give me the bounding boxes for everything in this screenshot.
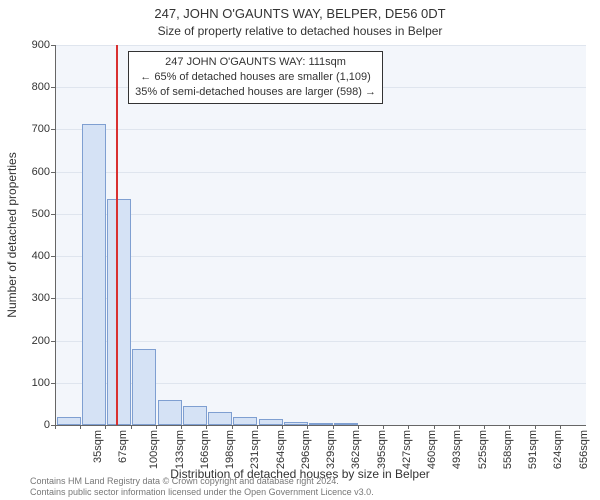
annotation-box: 247 JOHN O'GAUNTS WAY: 111sqm← 65% of de…	[128, 51, 383, 104]
y-tick-mark	[51, 129, 55, 130]
y-tick-label: 100	[10, 377, 50, 389]
chart-title: 247, JOHN O'GAUNTS WAY, BELPER, DE56 0DT	[0, 6, 600, 21]
y-tick-mark	[51, 256, 55, 257]
x-tick-mark	[131, 425, 132, 429]
x-tick-mark	[358, 425, 359, 429]
x-tick-mark	[484, 425, 485, 429]
gridline	[56, 129, 586, 130]
histogram-bar	[309, 423, 333, 425]
x-tick-label: 558sqm	[502, 430, 514, 469]
y-tick-label: 900	[10, 39, 50, 51]
x-tick-label: 198sqm	[224, 430, 236, 469]
y-tick-mark	[51, 341, 55, 342]
footer-line-1: Contains HM Land Registry data © Crown c…	[30, 476, 374, 486]
histogram-bar	[208, 412, 232, 425]
x-tick-mark	[156, 425, 157, 429]
histogram-bar	[107, 199, 131, 425]
y-tick-label: 300	[10, 292, 50, 304]
x-tick-label: 656sqm	[578, 430, 590, 469]
histogram-bar	[233, 417, 257, 425]
x-tick-label: 166sqm	[199, 430, 211, 469]
y-tick-mark	[51, 87, 55, 88]
x-tick-mark	[459, 425, 460, 429]
footer-line-2: Contains public sector information licen…	[30, 487, 374, 497]
x-tick-label: 624sqm	[552, 430, 564, 469]
chart-container: 247, JOHN O'GAUNTS WAY, BELPER, DE56 0DT…	[0, 0, 600, 500]
x-tick-label: 460sqm	[426, 430, 438, 469]
x-tick-mark	[307, 425, 308, 429]
histogram-bar	[284, 422, 308, 425]
histogram-bar	[259, 419, 283, 425]
x-tick-mark	[434, 425, 435, 429]
x-tick-label: 67sqm	[117, 430, 129, 463]
annotation-line: 247 JOHN O'GAUNTS WAY: 111sqm	[135, 55, 376, 70]
y-tick-label: 800	[10, 81, 50, 93]
x-tick-mark	[257, 425, 258, 429]
x-tick-label: 395sqm	[376, 430, 388, 469]
y-tick-mark	[51, 45, 55, 46]
chart-subtitle: Size of property relative to detached ho…	[0, 24, 600, 38]
x-tick-label: 493sqm	[451, 430, 463, 469]
histogram-bar	[57, 417, 81, 425]
gridline	[56, 298, 586, 299]
x-tick-mark	[408, 425, 409, 429]
histogram-bar	[183, 406, 207, 425]
x-tick-mark	[232, 425, 233, 429]
x-tick-mark	[55, 425, 56, 429]
footer-attribution: Contains HM Land Registry data © Crown c…	[30, 476, 374, 497]
x-tick-mark	[535, 425, 536, 429]
x-tick-label: 264sqm	[275, 430, 287, 469]
x-tick-mark	[560, 425, 561, 429]
x-tick-label: 525sqm	[477, 430, 489, 469]
x-tick-mark	[383, 425, 384, 429]
x-tick-label: 133sqm	[174, 430, 186, 469]
histogram-bar	[132, 349, 156, 425]
y-tick-label: 0	[10, 419, 50, 431]
y-tick-mark	[51, 172, 55, 173]
histogram-bar	[158, 400, 182, 425]
x-tick-mark	[509, 425, 510, 429]
marker-line	[116, 45, 118, 425]
gridline	[56, 341, 586, 342]
x-tick-mark	[282, 425, 283, 429]
x-tick-label: 100sqm	[149, 430, 161, 469]
annotation-line: ← 65% of detached houses are smaller (1,…	[135, 70, 376, 85]
annotation-line: 35% of semi-detached houses are larger (…	[135, 85, 376, 100]
gridline	[56, 172, 586, 173]
y-tick-mark	[51, 298, 55, 299]
x-tick-label: 427sqm	[401, 430, 413, 469]
x-tick-label: 329sqm	[325, 430, 337, 469]
x-tick-mark	[333, 425, 334, 429]
gridline	[56, 256, 586, 257]
plot-area: 247 JOHN O'GAUNTS WAY: 111sqm← 65% of de…	[55, 45, 586, 426]
y-tick-label: 600	[10, 166, 50, 178]
x-tick-mark	[181, 425, 182, 429]
y-tick-label: 200	[10, 335, 50, 347]
x-tick-label: 231sqm	[250, 430, 262, 469]
x-tick-label: 35sqm	[92, 430, 104, 463]
x-tick-mark	[80, 425, 81, 429]
gridline	[56, 214, 586, 215]
y-tick-label: 400	[10, 250, 50, 262]
x-tick-mark	[206, 425, 207, 429]
gridline	[56, 45, 586, 46]
y-tick-mark	[51, 214, 55, 215]
x-tick-label: 296sqm	[300, 430, 312, 469]
y-tick-mark	[51, 383, 55, 384]
x-tick-label: 362sqm	[351, 430, 363, 469]
histogram-bar	[82, 124, 106, 425]
histogram-bar	[334, 423, 358, 425]
x-tick-label: 591sqm	[527, 430, 539, 469]
x-tick-mark	[105, 425, 106, 429]
y-tick-label: 700	[10, 123, 50, 135]
y-tick-label: 500	[10, 208, 50, 220]
